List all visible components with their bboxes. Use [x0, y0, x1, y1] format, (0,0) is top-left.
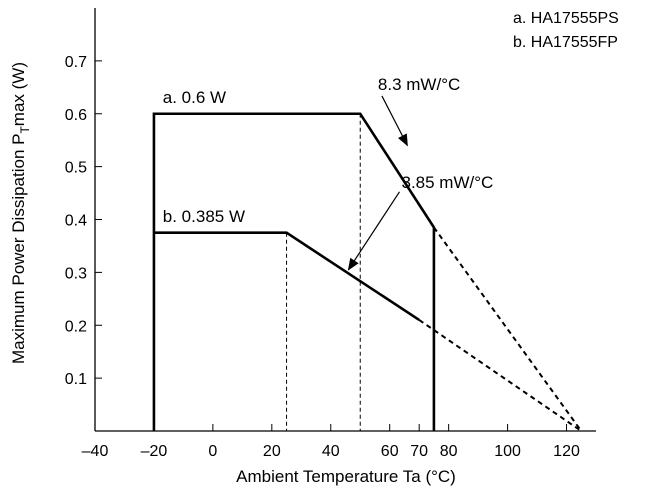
x-tick-label: 0	[208, 443, 217, 460]
drop-lines	[286, 113, 361, 431]
series-a-extension	[433, 226, 583, 432]
x-tick-label: 100	[494, 443, 521, 460]
x-tick-label: –40	[82, 443, 109, 460]
x-axis-label: Ambient Temperature Ta (°C)	[236, 467, 456, 486]
x-tick-label: –20	[141, 443, 168, 460]
y-axis-label-sub: T	[18, 126, 32, 134]
y-tick-label: 0.1	[65, 371, 87, 388]
annotation-label: a. 0.6 W	[163, 88, 226, 107]
x-tick-label: 80	[440, 443, 458, 460]
series-a-line	[152, 112, 436, 431]
y-axis-label-main: Maximum Power Dissipation P	[9, 134, 28, 365]
legend-entry-b: b. HA17555FP	[513, 34, 618, 51]
y-tick-label: 0.2	[65, 318, 87, 335]
y-axis-label-tail: max (W)	[9, 62, 28, 126]
legend: a. HA17555PS b. HA17555FP	[513, 10, 619, 51]
legend-entry-a: a. HA17555PS	[513, 10, 619, 27]
y-tick-label: 0.6	[65, 107, 87, 124]
series-lines	[152, 112, 583, 432]
y-tick-label: 0.3	[65, 265, 87, 282]
annotation-arrow	[381, 95, 408, 147]
y-tick-label: 0.4	[65, 213, 87, 230]
y-tick-label: 0.7	[65, 54, 87, 71]
x-tick-label: 40	[322, 443, 340, 460]
y-tick-label: 0.5	[65, 160, 87, 177]
ticks: –40 –20 0 20 40 60 70 80 100 120 0.1 0.2 0.3 0.4 0.5 0.…	[65, 54, 580, 460]
annotation-label: b. 0.385 W	[163, 207, 245, 226]
series-b-line	[153, 231, 420, 322]
y-axis-label: Maximum Power Dissipation PTmax (W)	[9, 62, 32, 364]
x-tick-label: 60	[381, 443, 399, 460]
annotation-label: 3.85 mW/°C	[401, 173, 493, 192]
annotation-label: 8.3 mW/°C	[378, 75, 460, 94]
x-tick-label: 70	[410, 443, 428, 460]
annotations: a. 0.6 W b. 0.385 W 8.3 mW/°C 3.85 mW/°C	[163, 75, 493, 271]
series-b-extension	[418, 319, 582, 432]
x-tick-label: 20	[263, 443, 281, 460]
x-tick-label: 120	[553, 443, 580, 460]
annotation-arrow	[347, 191, 400, 271]
